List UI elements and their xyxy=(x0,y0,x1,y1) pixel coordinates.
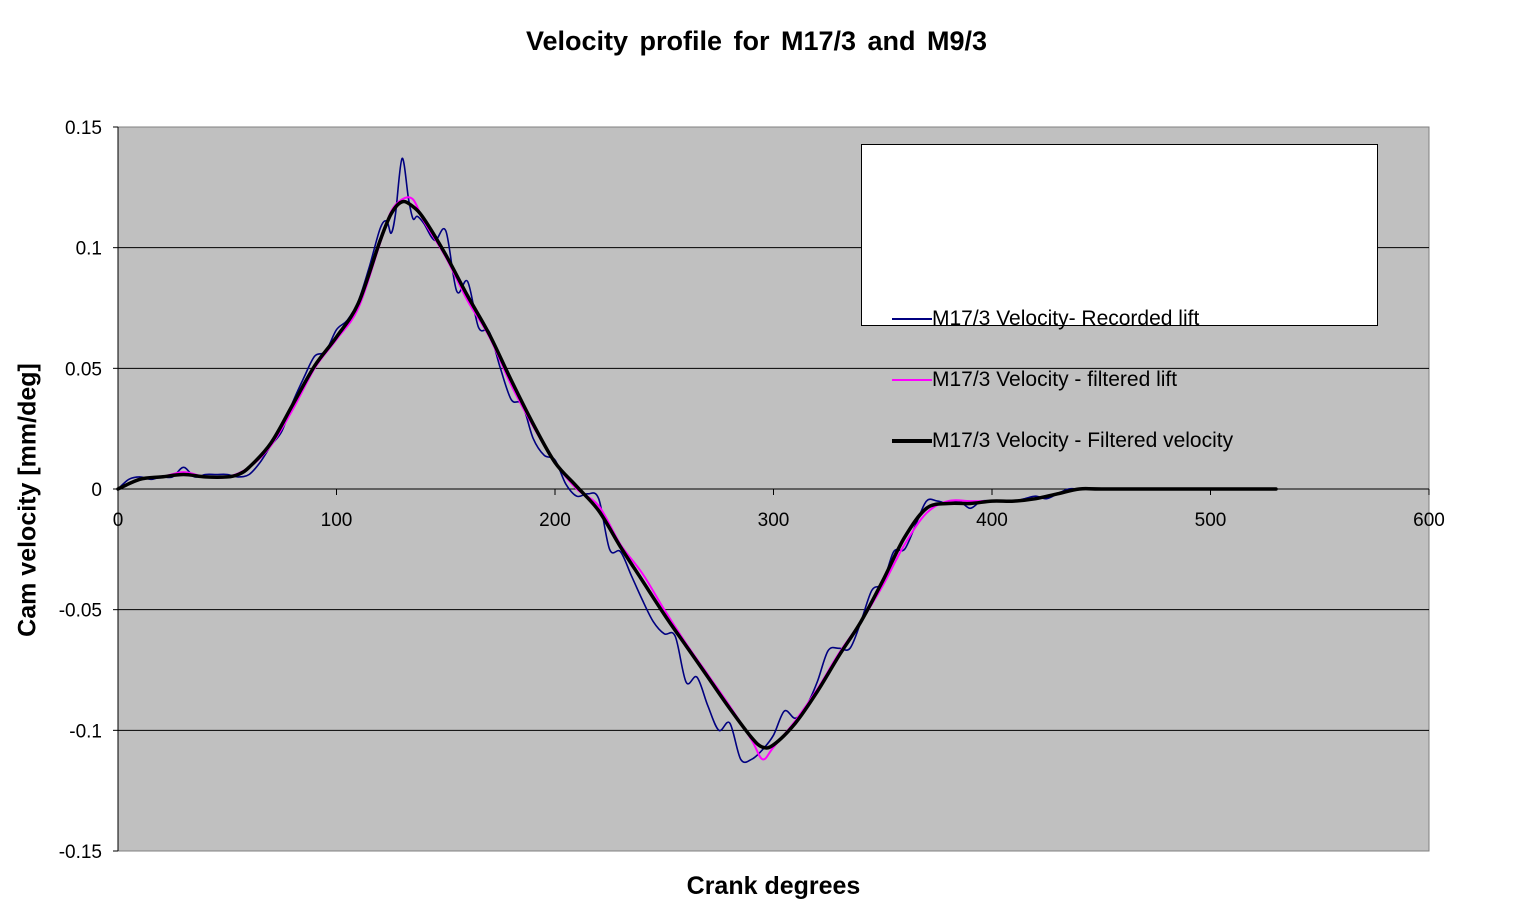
legend-swatch-recorded-lift xyxy=(892,318,932,320)
legend-swatch-filtered-lift xyxy=(892,379,932,381)
x-tick-label: 100 xyxy=(321,510,353,531)
y-tick-label: 0.15 xyxy=(65,118,102,139)
y-tick-label: -0.1 xyxy=(69,721,102,742)
y-tick-label: -0.05 xyxy=(59,601,102,622)
x-tick-label: 200 xyxy=(539,510,571,531)
x-axis-label: Crank degrees xyxy=(686,872,861,900)
legend-swatch-filtered-velocity xyxy=(892,439,932,443)
y-tick-label: 0.1 xyxy=(76,239,102,260)
chart-title: Velocity profile for M17/3 and M9/3 xyxy=(525,26,988,56)
legend-label-filtered-lift: M17/3 Velocity - filtered lift xyxy=(932,368,1178,391)
x-tick-label: 0 xyxy=(113,510,124,531)
y-tick-label: 0 xyxy=(91,480,102,501)
y-tick-label: 0.05 xyxy=(65,359,102,380)
series-line-3 xyxy=(116,199,1278,750)
y-axis-label: Cam velocity [mm/deg] xyxy=(13,363,42,637)
x-tick-label: 300 xyxy=(758,510,790,531)
y-tick-label: -0.15 xyxy=(59,842,102,863)
legend-label-filtered-velocity: M17/3 Velocity - Filtered velocity xyxy=(932,429,1234,452)
x-tick-label: 400 xyxy=(976,510,1008,531)
legend-item-filtered-lift: M17/3 Velocity - filtered lift xyxy=(892,368,1178,392)
legend: M17/3 Velocity- Recorded lift M17/3 Velo… xyxy=(861,144,1378,452)
legend-item-recorded-lift: M17/3 Velocity- Recorded lift xyxy=(892,307,1200,331)
legend-label-recorded-lift: M17/3 Velocity- Recorded lift xyxy=(932,307,1200,330)
series-lines xyxy=(116,157,1278,764)
legend-item-filtered-velocity: M17/3 Velocity - Filtered velocity xyxy=(892,429,1234,453)
x-tick-label: 600 xyxy=(1413,510,1445,531)
x-tick-label: 500 xyxy=(1195,510,1227,531)
